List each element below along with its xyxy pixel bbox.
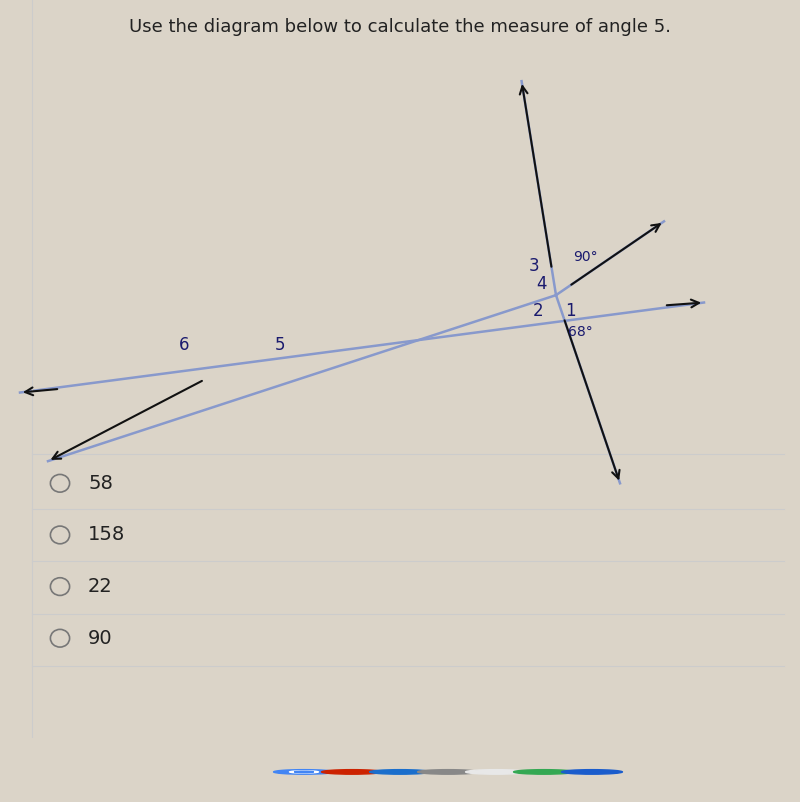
Text: 5: 5 bbox=[274, 335, 286, 354]
Text: 3: 3 bbox=[528, 257, 539, 274]
Text: 2: 2 bbox=[533, 302, 544, 320]
Text: 1: 1 bbox=[565, 302, 576, 320]
Text: 90°: 90° bbox=[574, 249, 598, 264]
Circle shape bbox=[466, 770, 526, 774]
Text: Use the diagram below to calculate the measure of angle 5.: Use the diagram below to calculate the m… bbox=[129, 18, 671, 36]
Text: 58: 58 bbox=[88, 474, 113, 492]
Text: 158: 158 bbox=[88, 525, 126, 545]
Circle shape bbox=[418, 770, 478, 774]
Circle shape bbox=[514, 770, 574, 774]
Text: 90: 90 bbox=[88, 629, 113, 648]
Text: 68°: 68° bbox=[568, 325, 593, 339]
Text: 22: 22 bbox=[88, 577, 113, 596]
Circle shape bbox=[370, 770, 430, 774]
Circle shape bbox=[322, 770, 382, 774]
Text: 6: 6 bbox=[178, 335, 190, 354]
Text: 4: 4 bbox=[536, 275, 547, 293]
Circle shape bbox=[290, 771, 318, 773]
Circle shape bbox=[562, 770, 622, 774]
Circle shape bbox=[274, 770, 334, 774]
